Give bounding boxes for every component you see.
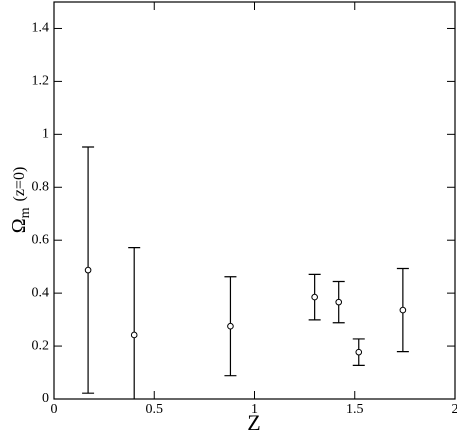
data-point xyxy=(227,322,234,330)
y-tick-label: 0.8 xyxy=(32,179,50,194)
x-tick-label: 0 xyxy=(51,402,58,417)
y-tick-label: 0.2 xyxy=(32,338,50,353)
x-tick-label: 2 xyxy=(452,402,457,417)
y-label-suffix: (z=0) xyxy=(11,167,28,202)
data-point xyxy=(84,266,92,274)
plot-frame xyxy=(53,1,456,400)
y-tick-label: 1.4 xyxy=(32,21,50,36)
x-tick-label: 1.5 xyxy=(346,402,364,417)
y-tick-label: 0 xyxy=(42,391,49,406)
x-tick-label: 0.5 xyxy=(146,402,164,417)
y-tick-label: 1 xyxy=(42,127,49,142)
y-axis-label: Ωm (z=0) xyxy=(8,167,34,234)
data-point xyxy=(130,331,138,339)
y-tick-label: 0.4 xyxy=(32,285,50,300)
data-point xyxy=(355,348,363,356)
y-tick-label: 1.2 xyxy=(32,74,50,89)
data-point xyxy=(335,298,343,306)
x-axis-label: Z xyxy=(247,410,260,435)
data-point xyxy=(399,306,407,314)
y-tick-label: 0.6 xyxy=(32,232,50,247)
x-tick-label: 1 xyxy=(251,402,258,417)
y-label-symbol: Ω xyxy=(8,218,30,233)
data-point xyxy=(311,293,318,301)
y-label-subscript: m xyxy=(18,207,33,218)
plot-area xyxy=(82,146,409,399)
